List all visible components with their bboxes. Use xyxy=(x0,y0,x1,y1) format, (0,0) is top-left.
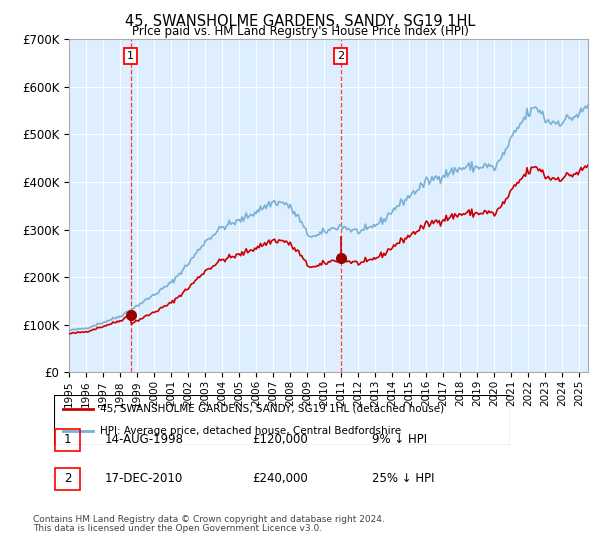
Text: Contains HM Land Registry data © Crown copyright and database right 2024.: Contains HM Land Registry data © Crown c… xyxy=(33,515,385,524)
Text: £240,000: £240,000 xyxy=(252,472,308,486)
Text: Price paid vs. HM Land Registry's House Price Index (HPI): Price paid vs. HM Land Registry's House … xyxy=(131,25,469,38)
Text: 17-DEC-2010: 17-DEC-2010 xyxy=(105,472,183,486)
Text: 1: 1 xyxy=(127,51,134,61)
Text: 9% ↓ HPI: 9% ↓ HPI xyxy=(372,433,427,446)
Text: 45, SWANSHOLME GARDENS, SANDY, SG19 1HL: 45, SWANSHOLME GARDENS, SANDY, SG19 1HL xyxy=(125,14,475,29)
Text: 2: 2 xyxy=(64,472,71,486)
Text: 2: 2 xyxy=(337,51,344,61)
Text: £120,000: £120,000 xyxy=(252,433,308,446)
Text: 45, SWANSHOLME GARDENS, SANDY, SG19 1HL (detached house): 45, SWANSHOLME GARDENS, SANDY, SG19 1HL … xyxy=(100,404,444,414)
Text: 1: 1 xyxy=(64,433,71,446)
Text: 14-AUG-1998: 14-AUG-1998 xyxy=(105,433,184,446)
Text: 25% ↓ HPI: 25% ↓ HPI xyxy=(372,472,434,486)
Text: HPI: Average price, detached house, Central Bedfordshire: HPI: Average price, detached house, Cent… xyxy=(100,426,401,436)
Text: This data is licensed under the Open Government Licence v3.0.: This data is licensed under the Open Gov… xyxy=(33,524,322,533)
